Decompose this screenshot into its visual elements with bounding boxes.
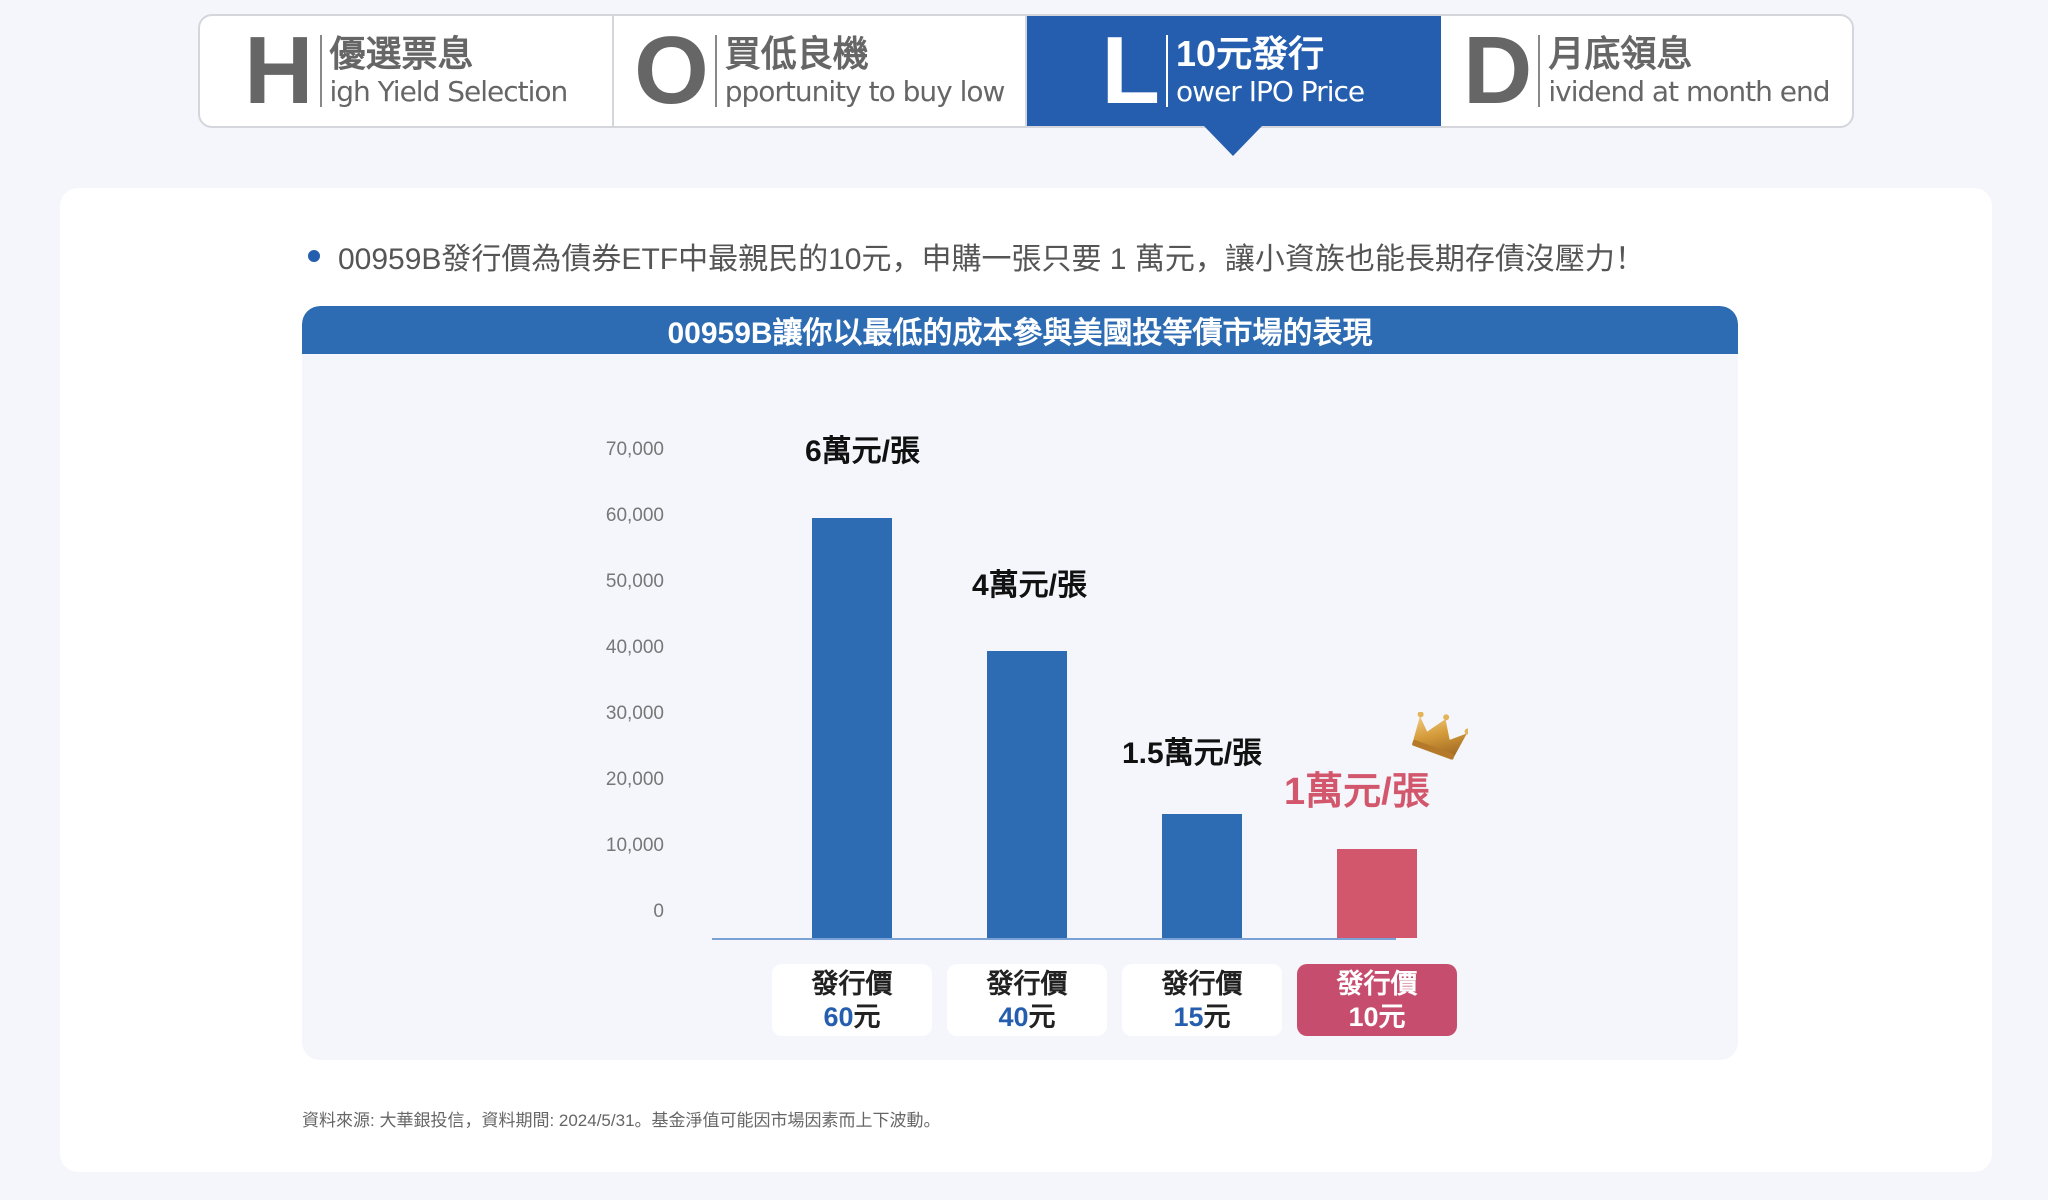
tab-dividend[interactable]: D 月底領息 ividend at month end: [1441, 16, 1853, 126]
category-price-number: 15: [1173, 1002, 1204, 1032]
y-tick: 30,000: [605, 703, 664, 724]
tab-opportunity[interactable]: O 買低良機 pportunity to buy low: [614, 16, 1027, 126]
bullet-dot-icon: [308, 250, 320, 262]
category-price: 10元: [1348, 1001, 1405, 1033]
tab-text: 10元發行 ower IPO Price: [1176, 33, 1365, 109]
category-price-number: 10: [1348, 1002, 1379, 1032]
category-price: 15元: [1173, 1001, 1230, 1033]
tab-subtitle: pportunity to buy low: [724, 75, 1006, 108]
bar-40: [987, 651, 1067, 938]
category-badge: 發行價 40元: [947, 964, 1107, 1036]
bar-label-highlight: 1萬元/張: [1284, 771, 1430, 813]
source-footnote: 資料來源: 大華銀投信，資料期間: 2024/5/31。基金淨值可能因市場因素而…: [302, 1111, 941, 1130]
category-label: 發行價: [986, 969, 1068, 999]
category-price-unit: 元: [1378, 1002, 1406, 1032]
category-price-number: 40: [998, 1002, 1029, 1032]
category-label: 發行價: [811, 969, 893, 999]
chart-panel: 00959B讓你以最低的成本參與美國投等債市場的表現 70,000 60,000…: [302, 306, 1738, 1060]
crown-icon: [1412, 712, 1468, 760]
tab-letter: H: [244, 17, 313, 124]
y-tick: 60,000: [605, 505, 664, 526]
content-card: 00959B發行價為債券ETF中最親民的10元，申購一張只要 1 萬元，讓小資族…: [60, 188, 1992, 1172]
tab-letter: O: [634, 17, 709, 124]
y-tick: 20,000: [605, 769, 664, 790]
y-tick: 0: [653, 901, 664, 922]
category-price-unit: 元: [1203, 1002, 1231, 1032]
tab-text: 買低良機 pportunity to buy low: [724, 33, 1006, 109]
tab-letter: D: [1463, 17, 1532, 124]
tab-divider: [1538, 35, 1541, 107]
tab-divider: [1166, 35, 1169, 107]
bar-60: [812, 518, 892, 938]
tab-text: 優選票息 igh Yield Selection: [329, 33, 569, 109]
y-tick: 50,000: [605, 571, 664, 592]
category-price-unit: 元: [1028, 1002, 1056, 1032]
category-price-number: 60: [823, 1002, 854, 1032]
tab-title: 買低良機: [724, 33, 869, 74]
category-price-unit: 元: [853, 1002, 881, 1032]
category-badge: 發行價 60元: [772, 964, 932, 1036]
feature-tabs: H 優選票息 igh Yield Selection O 買低良機 pportu…: [198, 14, 1854, 128]
bar-10: [1337, 849, 1417, 938]
category-badge: 發行價 15元: [1122, 964, 1282, 1036]
tab-text: 月底領息 ividend at month end: [1548, 33, 1830, 109]
category-price: 60元: [823, 1001, 880, 1033]
category-badge-highlight: 發行價 10元: [1297, 964, 1457, 1036]
bar-label: 4萬元/張: [972, 569, 1088, 602]
bar-label: 1.5萬元/張: [1122, 737, 1263, 770]
tab-title: 優選票息: [329, 33, 474, 74]
tab-divider: [714, 35, 717, 107]
tab-subtitle: igh Yield Selection: [329, 75, 569, 108]
tab-lower-ipo-price[interactable]: L 10元發行 ower IPO Price: [1027, 16, 1441, 126]
tab-title: 月底領息: [1548, 33, 1693, 74]
x-axis-line: [712, 938, 1396, 940]
bar-15: [1162, 814, 1242, 938]
tab-subtitle: ividend at month end: [1548, 75, 1830, 108]
y-tick: 70,000: [605, 439, 664, 460]
tab-subtitle: ower IPO Price: [1176, 75, 1365, 108]
tab-letter: L: [1101, 17, 1160, 124]
bar-chart: 70,000 60,000 50,000 40,000 30,000 20,00…: [302, 354, 1738, 1060]
category-price: 40元: [998, 1001, 1055, 1033]
tab-divider: [319, 35, 322, 107]
tab-high-yield[interactable]: H 優選票息 igh Yield Selection: [200, 16, 614, 126]
category-label: 發行價: [1161, 969, 1243, 999]
bar-label: 6萬元/張: [805, 435, 921, 468]
bullet-text: 00959B發行價為債券ETF中最親民的10元，申購一張只要 1 萬元，讓小資族…: [338, 243, 1645, 276]
chart-title: 00959B讓你以最低的成本參與美國投等債市場的表現: [302, 306, 1738, 354]
bullet-point: 00959B發行價為債券ETF中最親民的10元，申購一張只要 1 萬元，讓小資族…: [308, 234, 1645, 278]
category-label: 發行價: [1336, 969, 1418, 999]
y-tick: 40,000: [605, 637, 664, 658]
y-tick: 10,000: [605, 835, 664, 856]
tab-title: 10元發行: [1176, 33, 1325, 74]
